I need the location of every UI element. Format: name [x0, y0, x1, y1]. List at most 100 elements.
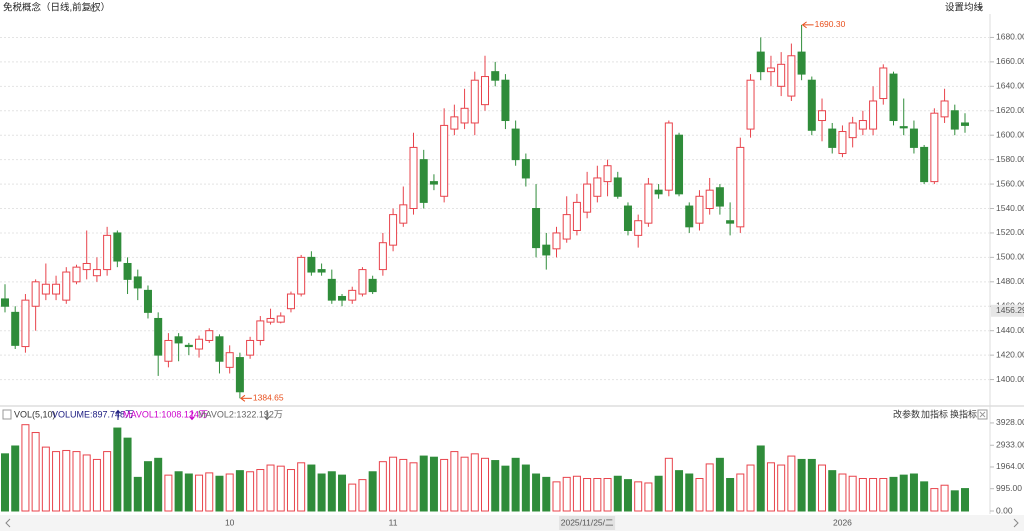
up-arrow — [115, 409, 121, 420]
volume-bar — [491, 460, 500, 512]
y-tick-label: 3928.00 — [996, 417, 1024, 427]
volume-bar — [481, 457, 489, 512]
candle-body — [644, 183, 653, 224]
indicator-button[interactable]: 改参数 — [893, 408, 920, 419]
volume-bar — [807, 458, 816, 512]
help-icon[interactable] — [2, 409, 12, 420]
y-tick-label: 1600.00 — [996, 129, 1024, 139]
candle-body — [920, 146, 929, 183]
candle-body — [31, 281, 40, 307]
candle-body — [848, 122, 857, 139]
volume-bar — [675, 470, 684, 512]
ma-setting[interactable]: 设置均线 — [945, 2, 984, 14]
volume-bar — [777, 464, 786, 512]
volume-bar — [317, 473, 326, 512]
y-tick-label: 1480.00 — [996, 276, 1024, 286]
volume-bar — [409, 462, 418, 512]
candle-body — [440, 124, 449, 197]
candle-body — [174, 336, 183, 344]
annotation-arrow — [801, 21, 807, 29]
volume-bar — [389, 456, 398, 512]
volume-bar — [225, 473, 234, 512]
volume-bar — [470, 453, 479, 512]
volume-bar — [726, 477, 735, 512]
volume-bar — [818, 464, 827, 512]
volume-bar — [419, 455, 428, 512]
candle-body — [317, 269, 326, 273]
volume-bar — [511, 457, 520, 512]
candle-body — [113, 232, 122, 262]
volume-bar — [21, 424, 30, 512]
candle-body — [123, 262, 132, 280]
candle-body — [899, 126, 908, 129]
volume-bar — [368, 471, 377, 512]
x-tick-label: 2025/11/25/二 — [561, 517, 614, 527]
candle-body — [879, 67, 888, 100]
candle-body — [286, 293, 295, 310]
y-tick-label: 0.00 — [996, 505, 1013, 515]
candle-body — [818, 110, 827, 122]
volume-bar — [215, 475, 224, 512]
indicator-button[interactable]: 换指标 — [950, 408, 977, 419]
dropdown-arrow[interactable] — [977, 6, 983, 10]
y-tick-label: 1520.00 — [996, 227, 1024, 237]
candle-body — [552, 232, 561, 250]
candle-body — [950, 110, 959, 130]
candle-body — [235, 357, 244, 393]
candle-body — [246, 339, 255, 356]
settings-icon[interactable] — [90, 4, 98, 12]
candle-body — [736, 146, 745, 228]
scroll-right[interactable] — [1013, 518, 1019, 528]
volume-bar — [440, 458, 449, 512]
candle-body — [215, 336, 224, 362]
candle-body — [572, 201, 581, 231]
candle-body — [511, 128, 520, 161]
candle-body — [92, 269, 101, 277]
candle-body — [562, 214, 571, 240]
close-button[interactable] — [977, 409, 988, 420]
candle-body — [460, 107, 469, 124]
candle-body — [307, 256, 316, 273]
candle-body — [838, 131, 847, 155]
volume-bar — [940, 484, 949, 512]
volume-bar — [358, 479, 367, 512]
volume-bar — [378, 461, 387, 512]
y-tick-label: 1620.00 — [996, 105, 1024, 115]
volume-bar — [82, 454, 91, 512]
candle-body — [409, 146, 418, 209]
annotation-label: 1384.65 — [253, 393, 284, 403]
candle-body — [613, 177, 622, 197]
candle-body — [164, 339, 173, 362]
volume-bar — [72, 451, 81, 512]
indicator-button[interactable]: 加指标 — [921, 408, 948, 419]
candle-body — [184, 344, 193, 348]
last-price-label: 1456.29 — [996, 305, 1024, 315]
down-arrow — [264, 410, 270, 421]
volume-bar — [1, 453, 9, 512]
candle-body — [889, 73, 898, 122]
candle-body — [82, 262, 91, 271]
volume-bar — [286, 469, 295, 512]
close-icon[interactable] — [979, 411, 986, 418]
candle-body — [429, 181, 438, 185]
volume-bar — [634, 481, 643, 512]
scroll-left[interactable] — [5, 518, 11, 528]
candle-body — [623, 205, 632, 231]
volume-bar — [603, 477, 612, 512]
volume-bar — [92, 458, 101, 512]
x-tick-label: 11 — [389, 517, 398, 527]
volume-bar — [583, 477, 592, 512]
candle-body — [777, 63, 786, 87]
y-tick-label: 1964.00 — [996, 461, 1024, 471]
y-tick-label: 1680.00 — [996, 32, 1024, 42]
volume-bar — [869, 477, 878, 512]
volume-bar — [623, 479, 632, 512]
candle-body — [909, 128, 918, 148]
candle-body — [338, 295, 347, 301]
candle-body — [358, 269, 367, 295]
volume-bar — [572, 475, 581, 512]
annotation-label: 1690.30 — [815, 19, 846, 29]
volume-bar — [123, 437, 132, 512]
candle-body — [62, 271, 71, 301]
volume-bar — [654, 475, 663, 512]
